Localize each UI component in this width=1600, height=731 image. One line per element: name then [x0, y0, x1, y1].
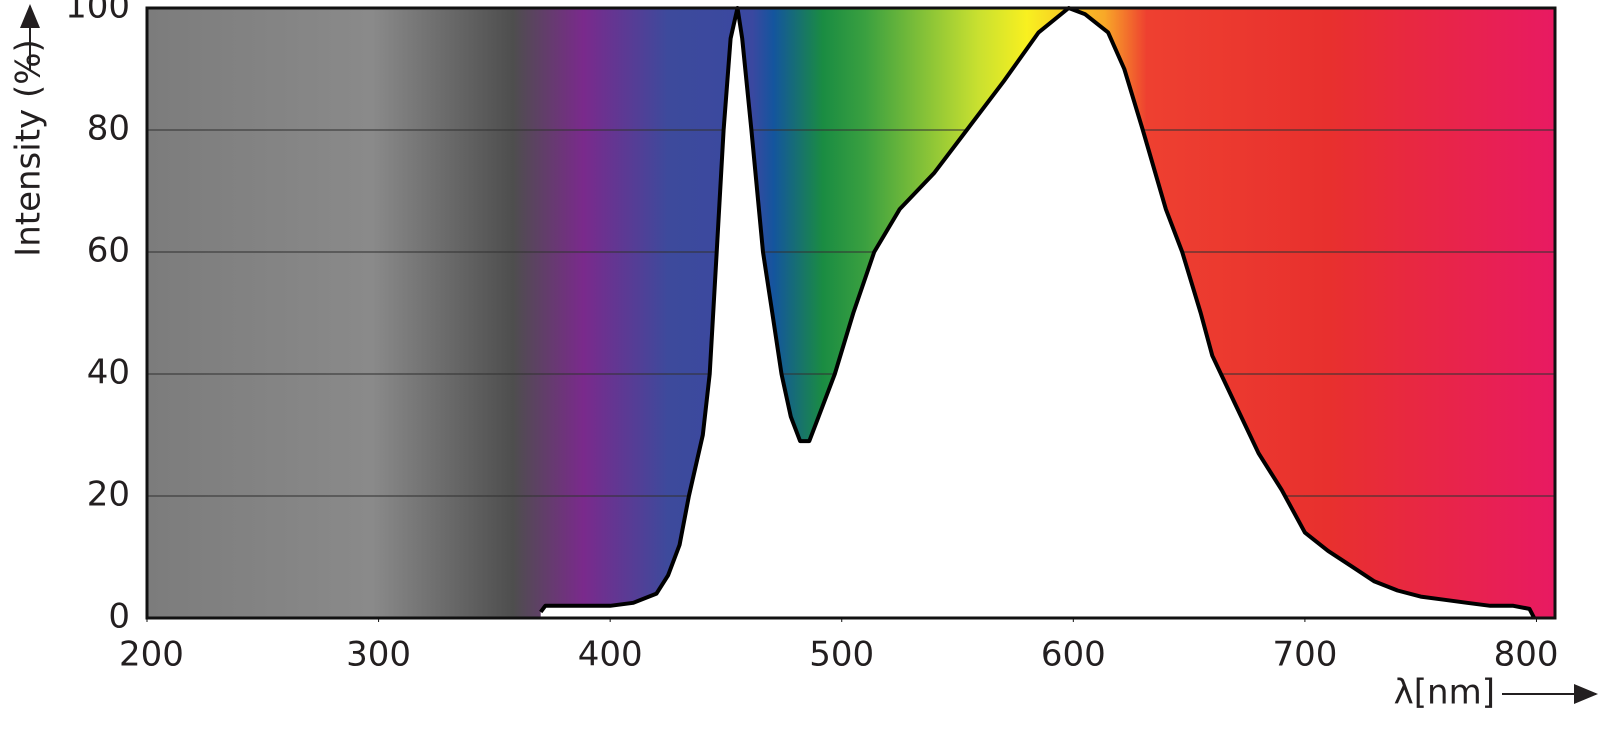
- y-axis-label: Intensity (%): [9, 39, 49, 257]
- spectrum-line: [539, 6, 1536, 619]
- y-tick-label: 100: [65, 0, 130, 27]
- x-tick-label: 600: [1041, 635, 1106, 675]
- x-tick-label: 800: [1494, 635, 1559, 675]
- x-tick-label: 300: [346, 635, 411, 675]
- y-tick-label: 0: [108, 597, 130, 637]
- y-tick-label: 80: [87, 109, 130, 149]
- x-tick-label: 500: [809, 635, 874, 675]
- x-tick-label: 400: [578, 635, 643, 675]
- y-tick-label: 20: [87, 475, 130, 515]
- y-tick-label: 40: [87, 353, 130, 393]
- x-tick-label: 700: [1272, 635, 1337, 675]
- plot-frame: [145, 6, 1557, 620]
- x-tick-label: 200: [119, 635, 184, 675]
- area-fill: [540, 8, 1535, 618]
- x-axis-label: λ[nm]: [1394, 673, 1495, 713]
- y-tick-label: 60: [87, 231, 130, 271]
